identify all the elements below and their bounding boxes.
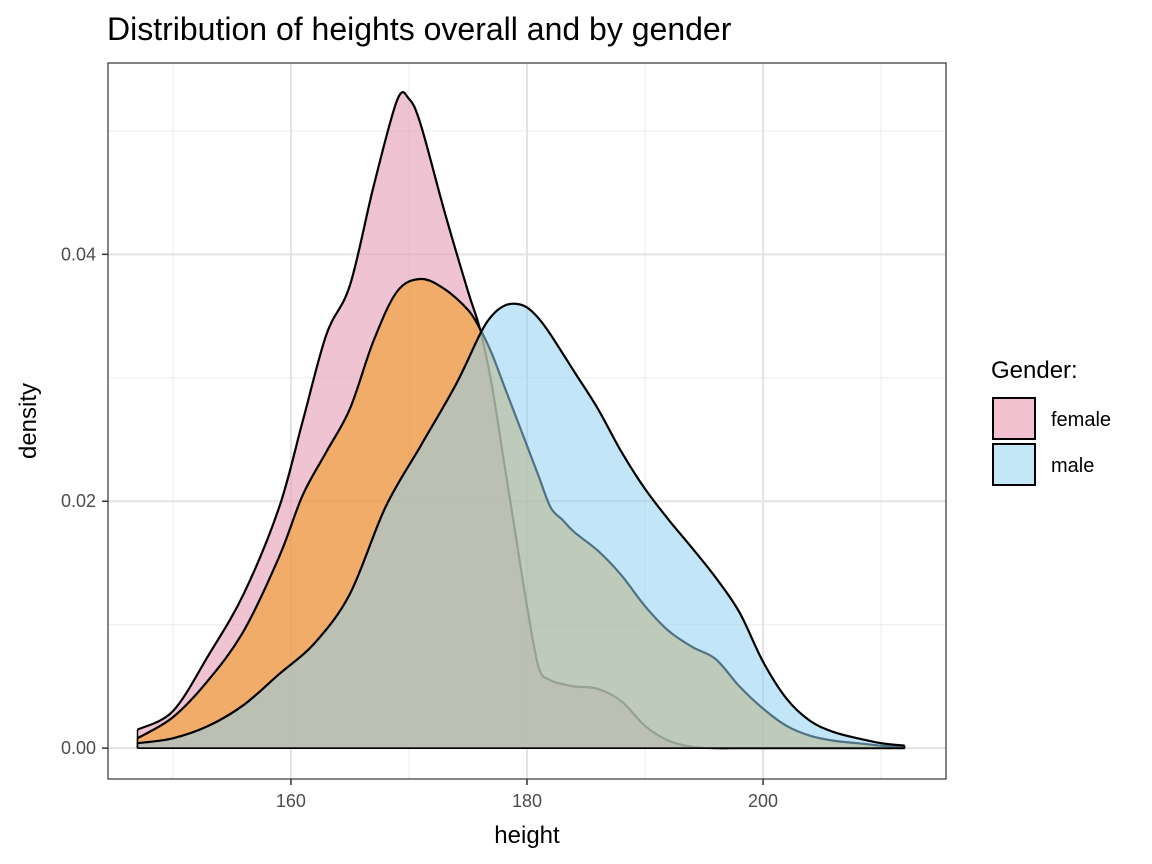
y-tick-label: 0.02 xyxy=(61,491,96,511)
chart-title: Distribution of heights overall and by g… xyxy=(107,11,732,47)
x-tick-label: 200 xyxy=(748,791,778,811)
x-tick-label: 180 xyxy=(512,791,542,811)
density-areas xyxy=(136,91,906,750)
y-tick-label: 0.00 xyxy=(61,738,96,758)
y-axis: 0.00 0.02 0.04 xyxy=(61,244,108,758)
legend: Gender: female male xyxy=(991,357,1111,486)
density-area-male xyxy=(137,303,905,749)
legend-key-female xyxy=(992,397,1036,440)
y-tick-label: 0.04 xyxy=(61,244,96,264)
legend-label-female: female xyxy=(1051,409,1111,431)
legend-key-male xyxy=(992,443,1036,486)
x-tick-label: 160 xyxy=(276,791,306,811)
legend-label-male: male xyxy=(1051,455,1094,477)
legend-title: Gender: xyxy=(991,357,1078,384)
density-series-male xyxy=(136,302,906,749)
x-axis: 160 180 200 xyxy=(276,779,778,811)
y-axis-title: density xyxy=(15,383,42,459)
x-axis-title: height xyxy=(494,822,560,849)
density-line-male xyxy=(137,302,905,747)
